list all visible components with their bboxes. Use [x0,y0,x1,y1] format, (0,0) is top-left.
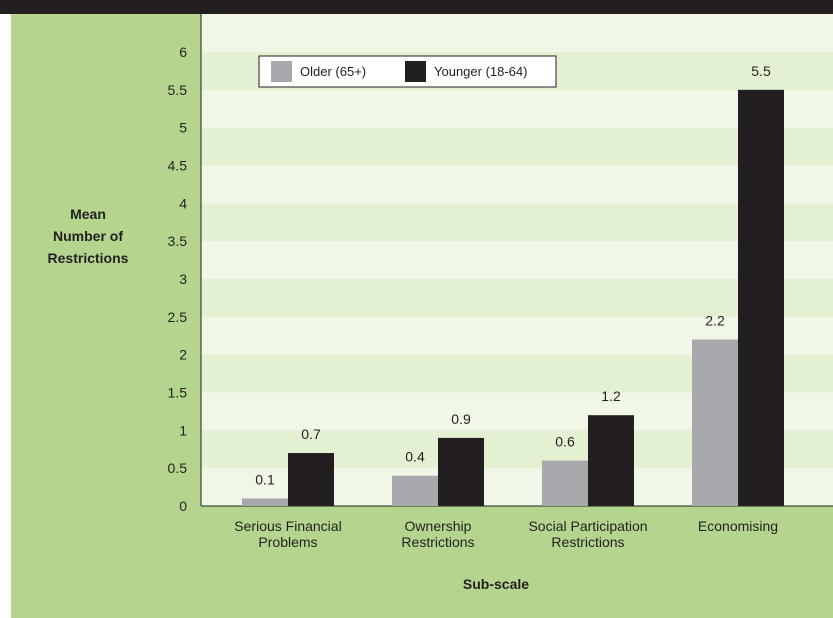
category-label: Economising [698,518,778,534]
category-label: Social Participation Restrictions [528,518,647,550]
category-label: Ownership Restrictions [401,518,474,550]
bar-younger [288,453,334,506]
data-label: 5.5 [751,63,771,79]
grid-stripe [201,14,833,52]
data-label: 0.1 [255,471,275,487]
y-tick-label: 6 [179,44,187,60]
grid-stripe [201,203,833,242]
y-tick-label: 5 [179,120,187,136]
y-tick-label: 3.5 [168,233,188,249]
y-tick-label: 5.5 [168,82,188,98]
data-label: 0.6 [555,434,575,450]
y-tick-label: 0 [179,498,187,514]
legend-swatch [405,61,426,82]
y-tick-label: 2 [179,347,187,363]
grid-stripe [201,279,833,317]
chart-panel: 0 0.5 1 1.5 2 2.5 3 3.5 4 4.5 5 5.5 6 0.1 0.7 Serious F… [11,14,833,618]
y-tick-label: 3 [179,271,187,287]
y-tick-label: 4 [179,195,187,211]
data-label: 0.9 [451,411,471,427]
data-label: 2.2 [705,313,725,329]
grid-stripe [201,127,833,166]
x-axis-title: Sub-scale [463,576,529,592]
bar-older [692,339,738,506]
legend-swatch [271,61,292,82]
bar-older [392,475,438,506]
data-label: 1.2 [601,388,621,404]
header-bar [0,0,833,14]
y-tick-label: 4.5 [168,158,188,174]
data-label: 0.4 [405,449,425,465]
bar-younger [738,89,784,506]
y-tick-label: 2.5 [168,309,188,325]
y-tick-label: 1.5 [168,385,188,401]
bar-younger [438,437,484,506]
y-axis-title: Mean Number of Restrictions [48,206,129,266]
bar-older [542,460,588,506]
legend-label: Younger (18-64) [434,64,527,79]
data-label: 0.7 [301,426,321,442]
y-tick-label: 0.5 [168,460,188,476]
bar-chart: 0 0.5 1 1.5 2 2.5 3 3.5 4 4.5 5 5.5 6 0.1 0.7 Serious F… [48,14,833,592]
bar-younger [588,415,634,506]
bar-older [242,498,288,506]
legend-label: Older (65+) [300,64,366,79]
category-label: Serious Financial Problems [234,518,341,550]
y-tick-label: 1 [179,422,187,438]
